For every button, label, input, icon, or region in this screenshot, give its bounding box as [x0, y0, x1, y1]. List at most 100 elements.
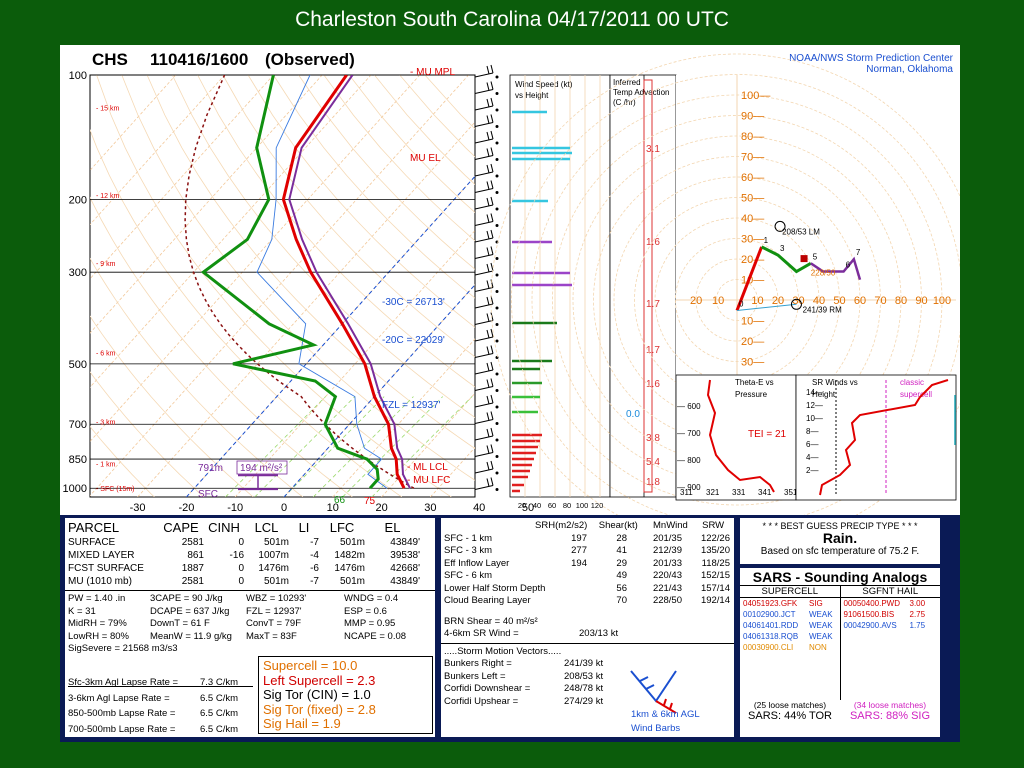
precip-type: Rain. [822, 530, 858, 546]
sars-item-value: SIG [809, 599, 823, 608]
wind-barb-flag [490, 64, 494, 74]
height-label: - 12 km [96, 193, 120, 200]
wind-barb-dot [495, 438, 499, 442]
parcel-header-cell: CAPE [163, 520, 199, 535]
parcel-row-cell: SURFACE [68, 537, 116, 548]
isotherm-zero [283, 284, 475, 497]
wind-barb-flag [490, 279, 494, 288]
temp-tick-label: 20 [375, 502, 387, 514]
storm-row: Corfidi Downshear = 248/78 kt [444, 683, 731, 696]
wind-speed-tick: 20 [518, 501, 526, 510]
parcel-row-cell: 1887 [181, 563, 204, 574]
parcel-row-cell: -16 [229, 550, 244, 561]
kin-row: Cloud Bearing Layer 70 228/50 192/14 [444, 595, 731, 608]
lapse-row: 700-500mb Lapse Rate = 6.5 C/km [68, 722, 258, 738]
wind-barb-flag [486, 115, 490, 124]
storm-row-cell: Bunkers Left = [444, 670, 506, 682]
storm-header: .....Storm Motion Vectors..... [441, 646, 734, 659]
srw-title: SR Winds vs [812, 378, 858, 387]
hodo-tick-x: 20 [772, 295, 784, 307]
mean-wind-marker [800, 255, 808, 263]
height-label: - SFC (15m) [96, 486, 135, 493]
wind-barb [474, 452, 494, 457]
hodo-frame [676, 75, 956, 375]
wind-barb [474, 353, 494, 358]
storm-row-cell: 248/78 kt [564, 683, 604, 694]
dry-adiabat [90, 257, 303, 497]
brn-row: BRN Shear = 40 m²/s² [441, 616, 734, 629]
temp-tick-label: -30 [130, 502, 146, 514]
srw-tick-y: 8— [806, 427, 818, 436]
sars-item: 00050400.PWD 3.00 [844, 598, 941, 609]
lapse-table: Sfc-3km Agl Lapse Rate = 7.3 C/km 3-6km Ag… [68, 675, 258, 737]
hodo-tick-y: 100— [741, 90, 770, 102]
kin-row: SFC - 3 km 277 41 212/39 135/20 [444, 545, 731, 558]
parcel-row-cell: 42668' [390, 563, 420, 574]
hodo-tick-x: 100 [933, 295, 951, 307]
wind-barb-flag [486, 131, 490, 141]
sars-title: SARS - Sounding Analogs [752, 569, 928, 585]
sars-item-name: 04051923.GFK [743, 599, 798, 608]
kin-header-cell: MnWind [653, 520, 688, 531]
srw-tick-y: 4— [806, 453, 818, 462]
thetae-trace [706, 379, 775, 493]
storm-row: Bunkers Right = 241/39 kt [444, 658, 731, 671]
kin-row-cell: 49 [616, 570, 627, 581]
thermo-row-cell: MMP = 0.95 [344, 618, 396, 629]
kin-row-cell: SFC - 1 km [444, 532, 493, 544]
thermo-row-cell: MaxT = 83F [246, 630, 297, 642]
parcel-header-cell: CINH [208, 520, 240, 535]
sars-supercell-list: 04051923.GFK SIG 00102900.JCT WEAK 04061401.… [740, 598, 841, 700]
wind-barb-flag [486, 412, 490, 421]
mixing-ratio-line [283, 396, 385, 497]
hodo-tick-y: 60— [741, 172, 764, 184]
wind-barb-dot [495, 75, 499, 79]
parcel-row-cell: 43849' [390, 537, 420, 548]
composite-param: Sig Hail = 1.9 [263, 716, 341, 731]
wind-barb [474, 188, 494, 193]
wind-speed-tick: 120 [591, 501, 604, 510]
wind-barb-flag [490, 394, 494, 404]
thermo-row-cell: ConvT = 79F [246, 618, 302, 629]
mixing-ratio-line [225, 396, 326, 497]
kin-row-cell: 201/33 [652, 557, 682, 569]
wind-barb [474, 237, 494, 243]
wind-barb-dot [495, 125, 499, 128]
hodo-tick-x: 40 [813, 295, 825, 307]
wind-barb-flag [486, 65, 490, 75]
pressure-tick-label: 500 [69, 359, 87, 371]
sars-hail-list: 00050400.PWD 3.00 91061500.BIS 2.75 00042900… [841, 598, 941, 700]
wind-barb [474, 204, 494, 210]
type-label: (Observed) [265, 50, 355, 69]
wind-barb-flag [490, 312, 494, 321]
wind-barb-flag [490, 180, 494, 189]
parcel-row: MIXED LAYER 861 -16 1007m -4 1482m 39538' [68, 549, 432, 562]
wind-barb-dot [495, 422, 499, 425]
temp-adv-title-2: Temp Advection [613, 88, 669, 97]
wind-barb-flag [490, 477, 494, 486]
thetae-tick-y: — 900 [677, 483, 701, 492]
wind-barb-flag [490, 460, 494, 470]
storm-row: Corfidi Upshear = 274/29 kt [444, 696, 731, 709]
wind-barb-dot [495, 191, 499, 194]
thermo-row-cell: WBZ = 10293' [246, 593, 307, 604]
wind-barb-dot [495, 141, 499, 145]
sars-item-value: NON [809, 643, 827, 652]
hodo-tick-neg-x: 20 [690, 295, 702, 307]
wind-barb-flag [486, 263, 490, 273]
wind-barb-dot [495, 290, 499, 293]
srw-tick-y: 14— [806, 388, 823, 397]
wind-speed-tick: 40 [533, 501, 541, 510]
wind-barb-flag [486, 428, 490, 438]
parcel-row-cell: 1007m [258, 550, 289, 561]
storm-table: Bunkers Right = 241/39 kt Bunkers Left = 20… [441, 658, 734, 708]
parcel-header-cell: LFC [329, 520, 355, 535]
srh-box [236, 460, 288, 475]
hodo-tick-x: 90 [915, 295, 927, 307]
kin-header-cell: SRW [702, 520, 725, 531]
skewt-annotation: MU EL [410, 153, 441, 164]
wind-barb [474, 155, 494, 160]
srw-tick-y: 12— [806, 401, 823, 410]
srw-tick-y: 10— [806, 414, 823, 423]
